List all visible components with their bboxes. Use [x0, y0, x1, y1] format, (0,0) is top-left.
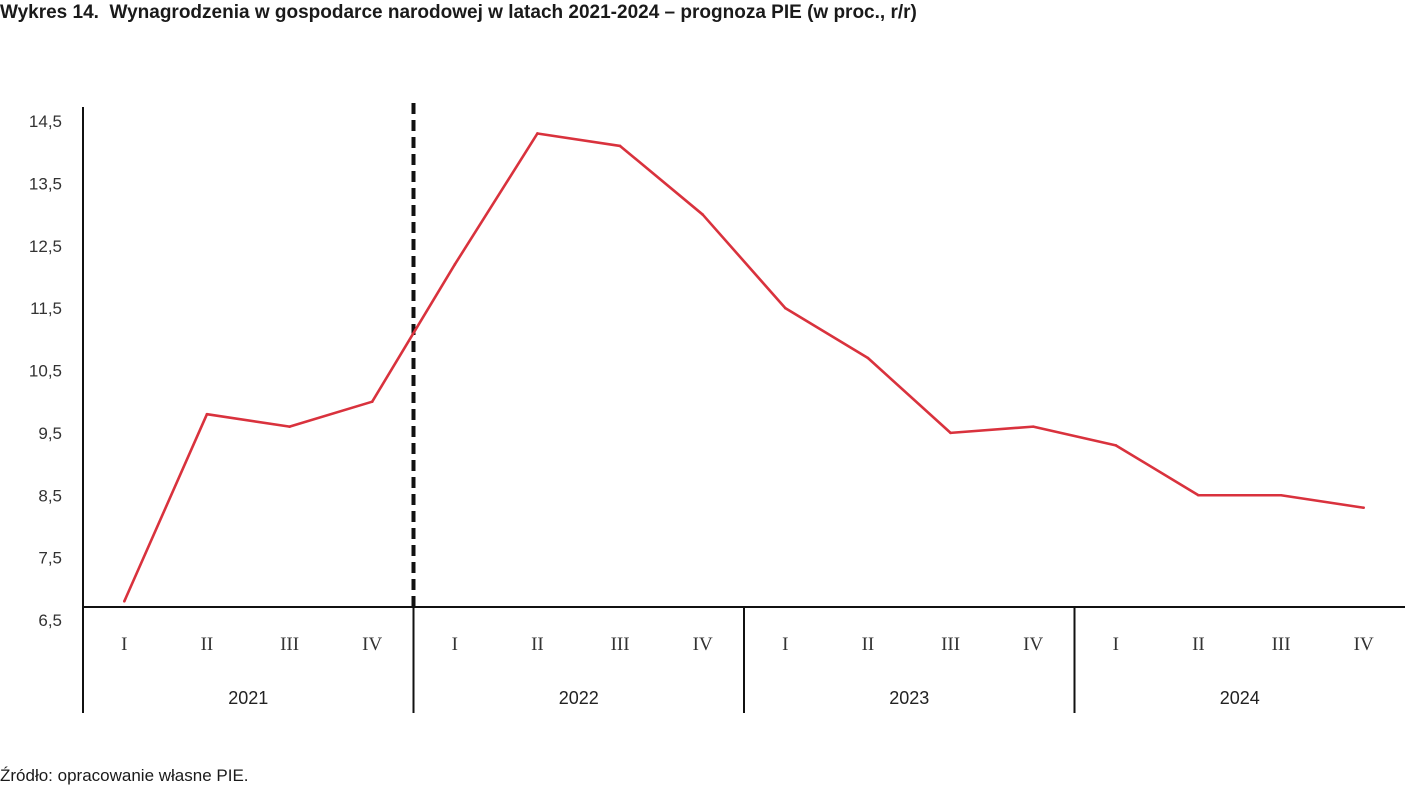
x-quarter-label: I: [1113, 634, 1119, 655]
x-quarter-label: I: [782, 634, 788, 655]
data-point: [453, 263, 457, 266]
y-tick-label: 12,5: [29, 237, 62, 256]
data-point: [866, 356, 870, 360]
data-point: [1362, 506, 1365, 510]
y-tick-label: 9,5: [38, 424, 62, 443]
x-quarter-label: III: [280, 634, 299, 655]
x-quarter-label: II: [201, 634, 214, 655]
x-quarter-label: III: [611, 634, 630, 655]
x-quarter-label: IV: [1023, 634, 1043, 655]
data-point: [701, 213, 704, 216]
x-quarter-label: IV: [693, 634, 713, 655]
x-year-label: 2024: [1220, 688, 1260, 708]
y-tick-label: 6,5: [38, 611, 62, 630]
data-point: [1197, 493, 1200, 497]
data-point: [123, 599, 126, 603]
x-quarter-label: III: [941, 634, 960, 655]
y-tick-label: 14,5: [29, 112, 62, 131]
chart-title: Wykres 14. Wynagrodzenia w gospodarce na…: [0, 2, 917, 23]
data-point: [1279, 493, 1283, 497]
data-point: [784, 306, 787, 310]
data-point: [949, 431, 952, 435]
x-quarter-label: II: [862, 634, 875, 655]
y-tick-label: 10,5: [29, 362, 62, 381]
x-quarter-label: I: [452, 634, 458, 655]
data-point: [618, 144, 622, 148]
x-quarter-label: I: [121, 634, 127, 655]
data-point: [370, 400, 374, 403]
series-line: [123, 132, 1364, 602]
x-quarter-label: IV: [1354, 634, 1374, 655]
x-year-label: 2023: [889, 688, 929, 708]
data-point: [536, 132, 539, 135]
data-point: [288, 425, 291, 428]
data-point: [1114, 444, 1118, 447]
x-quarter-label: IV: [362, 634, 382, 655]
x-year-label: 2021: [228, 688, 268, 708]
data-point: [205, 412, 209, 416]
data-point: [1031, 425, 1035, 428]
source-note: Źródło: opracowanie własne PIE.: [0, 766, 249, 785]
x-quarter-label: II: [531, 634, 544, 655]
y-tick-label: 13,5: [29, 174, 62, 193]
x-year-label: 2022: [559, 688, 599, 708]
x-quarter-label: II: [1192, 634, 1205, 655]
y-tick-label: 7,5: [38, 549, 62, 568]
x-quarter-label: III: [1272, 634, 1291, 655]
y-tick-label: 11,5: [30, 299, 62, 318]
y-tick-label: 8,5: [38, 486, 62, 505]
